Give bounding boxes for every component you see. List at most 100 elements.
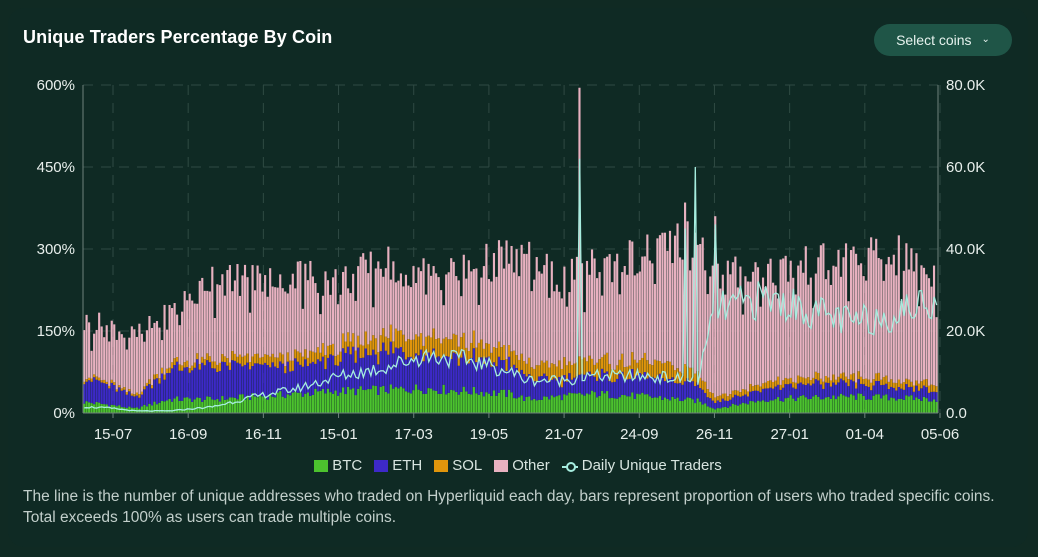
bar-btc <box>294 391 297 413</box>
bar-other <box>296 261 299 352</box>
bar-btc <box>807 399 810 413</box>
bar-btc <box>852 395 855 413</box>
bar-btc <box>530 400 533 413</box>
bar-other <box>173 303 176 359</box>
bar-eth <box>862 384 865 396</box>
legend-item-btc[interactable]: BTC <box>314 457 362 474</box>
bar-other <box>721 274 724 394</box>
legend-item-sol[interactable]: SOL <box>434 457 482 474</box>
bar-eth <box>347 346 350 387</box>
bar-sol <box>208 356 211 363</box>
bar-sol <box>590 358 594 375</box>
bar-other <box>347 288 350 333</box>
bar-btc <box>409 393 413 413</box>
bar-eth <box>709 398 712 408</box>
bar-other <box>502 268 506 345</box>
bar-other <box>523 253 526 362</box>
bar-sol <box>392 341 395 354</box>
bar-btc <box>915 397 918 413</box>
bar-btc <box>902 399 905 413</box>
bar-sol <box>85 379 88 382</box>
bar-sol <box>314 352 317 364</box>
bar-btc <box>495 395 498 413</box>
legend-item-daily-unique-traders[interactable]: Daily Unique Traders <box>561 457 722 474</box>
bar-other <box>85 314 88 380</box>
bar-btc <box>344 394 347 413</box>
bar-other <box>822 243 825 382</box>
bar-other <box>819 245 822 379</box>
bar-btc <box>432 390 435 413</box>
bar-btc <box>842 395 845 413</box>
bar-other <box>407 285 410 340</box>
bar-sol <box>435 339 438 358</box>
bar-eth <box>507 356 511 390</box>
bar-btc <box>128 406 131 413</box>
bar-eth <box>238 363 242 395</box>
bar-btc <box>218 401 221 413</box>
bar-sol <box>716 396 719 401</box>
bar-other <box>729 274 732 395</box>
bar-sol <box>379 335 382 352</box>
bar-other <box>756 267 760 385</box>
bar-btc <box>326 388 330 413</box>
bar-eth <box>570 379 573 394</box>
bar-sol <box>601 357 604 369</box>
bar-eth <box>145 385 149 407</box>
bar-btc <box>593 392 596 413</box>
bar-btc <box>812 396 815 413</box>
bar-other <box>93 333 96 375</box>
bar-sol <box>832 374 835 383</box>
bar-sol <box>764 382 767 389</box>
bar-btc <box>548 399 551 413</box>
bar-other <box>706 294 709 390</box>
bar-sol <box>673 370 677 383</box>
bar-other <box>291 273 294 361</box>
bar-sol <box>460 337 463 358</box>
bar-sol <box>465 347 468 363</box>
bar-other <box>326 280 330 346</box>
bar-btc <box>324 393 327 413</box>
bar-sol <box>100 380 103 383</box>
legend-item-eth[interactable]: ETH <box>374 457 422 474</box>
bar-btc <box>751 401 755 413</box>
bar-btc <box>251 393 254 413</box>
bar-other <box>485 243 488 344</box>
bar-other <box>533 279 536 369</box>
bar-sol <box>623 367 626 380</box>
bar-sol <box>171 362 174 369</box>
legend-item-other[interactable]: Other <box>494 457 550 474</box>
bar-sol <box>130 393 133 396</box>
bar-eth <box>492 362 496 391</box>
bar-sol <box>729 394 732 400</box>
bar-other <box>404 274 408 342</box>
bar-sol <box>842 372 845 381</box>
bar-btc <box>885 394 888 413</box>
bar-sol <box>814 371 817 380</box>
bar-other <box>648 260 651 365</box>
bar-eth <box>751 390 755 402</box>
bar-other <box>515 249 518 356</box>
bar-other <box>777 298 780 377</box>
bar-other <box>196 303 199 354</box>
bar-btc <box>492 390 496 413</box>
bar-btc <box>435 390 438 413</box>
bar-other <box>482 266 485 349</box>
bar-btc <box>364 390 367 413</box>
bar-other <box>417 267 420 337</box>
bar-eth <box>870 390 873 400</box>
bar-sol <box>243 355 247 365</box>
bar-sol <box>761 383 765 389</box>
bar-other <box>558 291 561 361</box>
bar-other <box>191 300 194 366</box>
bar-sol <box>274 357 277 367</box>
bar-sol <box>907 379 910 388</box>
bar-sol <box>83 381 86 385</box>
bar-btc <box>301 396 304 413</box>
bar-sol <box>412 339 415 360</box>
bar-eth <box>726 400 729 408</box>
select-coins-button[interactable]: Select coins ⌄ <box>874 24 1012 56</box>
bar-eth <box>792 387 795 399</box>
bar-sol <box>641 357 644 375</box>
bar-other <box>334 269 337 357</box>
bar-sol <box>769 380 772 388</box>
